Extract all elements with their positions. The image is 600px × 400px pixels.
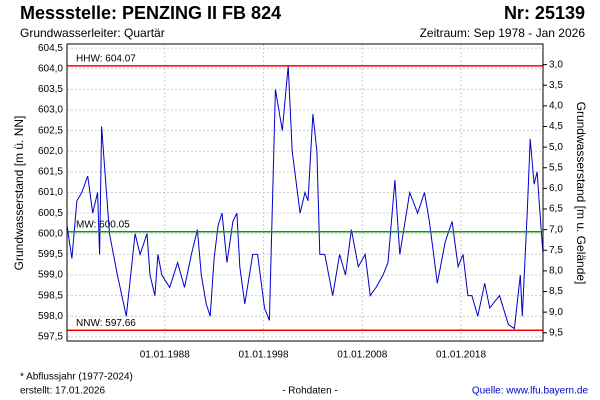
y-axis-label: Grundwasserstand [m ü. NN] [12, 116, 26, 271]
series-line [66, 65, 544, 330]
x-tick-label: 01.01.1998 [238, 350, 288, 361]
station-number: Nr: 25139 [504, 3, 585, 23]
y-tick-label: 604,5 [38, 43, 63, 54]
period: Zeitraum: Sep 1978 - Jan 2026 [420, 26, 586, 40]
reference-label: MW: 600.05 [76, 219, 130, 230]
plot-frame [66, 43, 544, 342]
y-tick-label: 601,0 [38, 187, 63, 198]
y2-tick-label: 6,0 [549, 183, 563, 194]
x-tick-label: 01.01.2018 [436, 350, 486, 361]
y2-tick-label: 6,5 [549, 204, 563, 215]
source: Quelle: www.lfu.bayern.de [472, 386, 589, 397]
y2-tick-label: 9,5 [549, 327, 563, 338]
y-tick-label: 602,0 [38, 146, 63, 157]
y2-tick-label: 8,0 [549, 266, 563, 277]
y-tick-label: 600,5 [38, 208, 63, 219]
y-tick-label: 599,0 [38, 270, 63, 281]
y2-tick-label: 5,5 [549, 162, 563, 173]
subtitle: Grundwasserleiter: Quartär [20, 26, 165, 40]
reference-label: NNW: 597.66 [76, 318, 136, 329]
x-tick-label: 01.01.2008 [337, 350, 387, 361]
y-tick-label: 598,5 [38, 290, 63, 301]
y2-tick-label: 7,0 [549, 224, 563, 235]
created: erstellt: 17.01.2026 [20, 386, 105, 397]
y-tick-label: 603,5 [38, 84, 63, 95]
y2-axis-label: Grundwasserstand [m u. Gelände] [574, 102, 588, 285]
y2-tick-label: 8,5 [549, 286, 563, 297]
y2-tick-label: 3,5 [549, 80, 563, 91]
y-tick-label: 602,5 [38, 125, 63, 136]
y2-tick-label: 9,0 [549, 307, 563, 318]
reference-label: HHW: 604.07 [76, 54, 136, 65]
y-tick-label: 598,0 [38, 311, 63, 322]
y-tick-label: 601,5 [38, 167, 63, 178]
footnote: * Abflussjahr (1977-2024) [20, 372, 133, 383]
y2-tick-label: 3,0 [549, 59, 563, 70]
y-tick-label: 604,0 [38, 63, 63, 74]
y2-tick-label: 7,5 [549, 245, 563, 256]
y-tick-label: 599,5 [38, 249, 63, 260]
raw-note: - Rohdaten - [282, 386, 338, 397]
y-tick-label: 597,5 [38, 332, 63, 343]
chart-title: Messstelle: PENZING II FB 824 [20, 3, 281, 23]
y2-tick-label: 4,5 [549, 121, 563, 132]
y-tick-label: 603,0 [38, 105, 63, 116]
y2-tick-label: 4,0 [549, 101, 563, 112]
y2-tick-label: 5,0 [549, 142, 563, 153]
x-tick-label: 01.01.1988 [140, 350, 190, 361]
y-tick-label: 600,0 [38, 228, 63, 239]
